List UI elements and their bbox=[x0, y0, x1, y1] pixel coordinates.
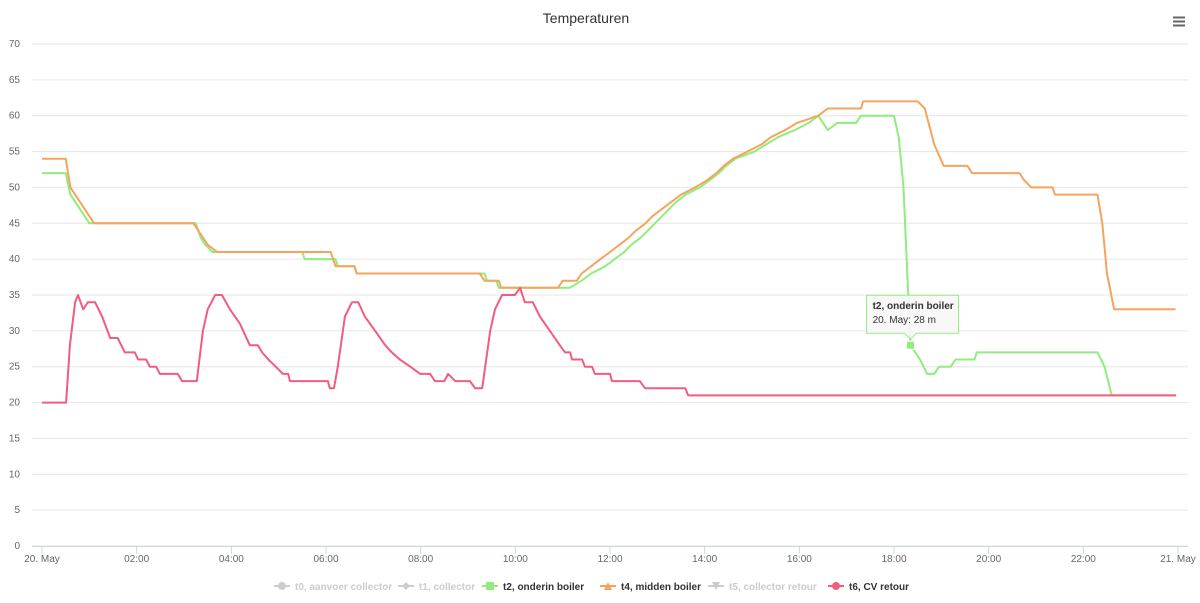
legend-label[interactable]: t5, collector retour bbox=[729, 582, 817, 593]
x-tick-label: 21. May bbox=[1160, 554, 1196, 565]
x-tick-label: 14:00 bbox=[692, 554, 717, 565]
legend-item[interactable]: t1, collector bbox=[398, 582, 475, 593]
y-tick-label: 45 bbox=[9, 218, 21, 229]
legend-label[interactable]: t6, CV retour bbox=[849, 582, 909, 593]
series-line bbox=[42, 114, 1176, 397]
x-tick-label: 20. May bbox=[24, 554, 60, 565]
y-tick-label: 5 bbox=[14, 505, 20, 516]
legend-item[interactable]: t6, CV retour bbox=[828, 582, 909, 593]
legend-item[interactable]: t2, onderin boiler bbox=[482, 582, 584, 593]
tooltip-text: 20. May: 28 m bbox=[873, 315, 936, 326]
y-tick-label: 40 bbox=[9, 254, 21, 265]
hover-marker bbox=[906, 340, 916, 350]
menu-button[interactable] bbox=[1170, 14, 1188, 30]
tooltip-title: t2, onderin boiler bbox=[873, 301, 954, 312]
x-tick-label: 16:00 bbox=[787, 554, 812, 565]
x-tick-label: 08:00 bbox=[408, 554, 433, 565]
legend-symbol bbox=[832, 582, 840, 590]
legend-label[interactable]: t2, onderin boiler bbox=[503, 582, 584, 593]
series-line bbox=[42, 286, 1177, 404]
x-tick-label: 20:00 bbox=[976, 554, 1001, 565]
legend-item[interactable]: t0, aanvoer collector bbox=[274, 582, 392, 593]
y-tick-label: 20 bbox=[9, 398, 21, 409]
y-tick-label: 35 bbox=[9, 290, 21, 301]
x-tick-label: 06:00 bbox=[313, 554, 338, 565]
y-tick-label: 15 bbox=[9, 433, 21, 444]
legend-label[interactable]: t1, collector bbox=[419, 582, 475, 593]
chart-title: Temperaturen bbox=[543, 10, 629, 26]
y-tick-label: 70 bbox=[9, 39, 21, 50]
legend-symbol bbox=[402, 582, 410, 590]
legend-item[interactable]: t5, collector retour bbox=[708, 582, 817, 593]
legend-symbol bbox=[604, 582, 612, 590]
legend-item[interactable]: t4, midden boiler bbox=[600, 582, 701, 593]
x-tick-label: 18:00 bbox=[881, 554, 906, 565]
x-tick-label: 02:00 bbox=[124, 554, 149, 565]
y-tick-label: 10 bbox=[9, 469, 21, 480]
x-tick-label: 10:00 bbox=[503, 554, 528, 565]
legend-symbol bbox=[712, 582, 720, 590]
legend-label[interactable]: t0, aanvoer collector bbox=[295, 582, 392, 593]
legend-symbol bbox=[486, 582, 494, 590]
y-tick-label: 55 bbox=[9, 147, 21, 158]
y-tick-label: 0 bbox=[14, 541, 20, 552]
y-tick-label: 30 bbox=[9, 326, 21, 337]
y-tick-label: 50 bbox=[9, 182, 21, 193]
x-tick-label: 12:00 bbox=[597, 554, 622, 565]
tooltip-box bbox=[866, 294, 960, 340]
legend-symbol bbox=[278, 582, 286, 590]
y-tick-label: 65 bbox=[9, 75, 21, 86]
y-tick-label: 60 bbox=[9, 111, 21, 122]
x-tick-label: 04:00 bbox=[219, 554, 244, 565]
series-line bbox=[42, 100, 1176, 311]
y-tick-label: 25 bbox=[9, 362, 21, 373]
x-tick-label: 22:00 bbox=[1071, 554, 1096, 565]
legend-label[interactable]: t4, midden boiler bbox=[621, 582, 701, 593]
